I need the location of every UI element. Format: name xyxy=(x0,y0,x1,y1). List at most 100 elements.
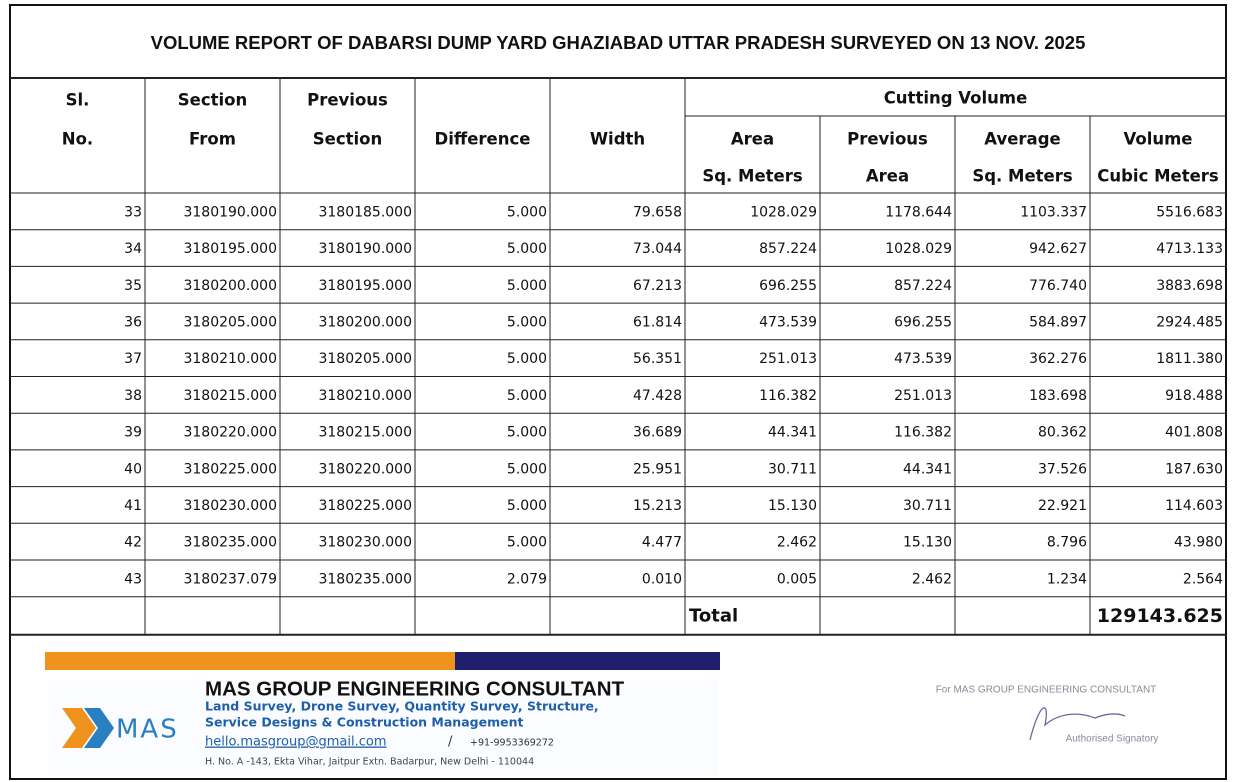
cell: 5.000 xyxy=(507,461,547,477)
cell: 3180205.000 xyxy=(183,314,277,330)
column-header: Average xyxy=(984,130,1060,149)
cell: 43 xyxy=(124,571,142,587)
cell: 8.796 xyxy=(1047,535,1087,551)
signatory: Authorised Signatory xyxy=(1066,734,1159,745)
cell: 857.224 xyxy=(894,278,952,294)
cell: 3180195.000 xyxy=(318,278,412,294)
footer: MAS MAS GROUP ENGINEERING CONSULTANT Lan… xyxy=(45,652,1158,775)
cell: 857.224 xyxy=(759,241,817,257)
cell: 38 xyxy=(124,388,142,404)
cell: 3180190.000 xyxy=(183,204,277,220)
cell: 5.000 xyxy=(507,314,547,330)
cell: 696.255 xyxy=(759,278,817,294)
cell: 47.428 xyxy=(633,388,682,404)
column-header: Cubic Meters xyxy=(1097,167,1219,186)
column-header: Volume xyxy=(1124,130,1193,149)
cell: 362.276 xyxy=(1029,351,1087,367)
services-line: Service Designs & Construction Managemen… xyxy=(205,715,523,730)
cell: 1103.337 xyxy=(1020,204,1087,220)
cell: 73.044 xyxy=(633,241,682,257)
cell: 79.658 xyxy=(633,204,682,220)
cell: 3180210.000 xyxy=(318,388,412,404)
cell: 34 xyxy=(124,241,142,257)
cell: 1028.029 xyxy=(750,204,817,220)
cell: 40 xyxy=(124,461,142,477)
cell: 114.603 xyxy=(1165,498,1223,514)
logo-arrow-blue xyxy=(84,708,114,748)
total-value: 129143.625 xyxy=(1097,605,1223,627)
cell: 3180235.000 xyxy=(318,571,412,587)
email: hello.masgroup@gmail.com xyxy=(205,735,386,750)
cell: 22.921 xyxy=(1038,498,1087,514)
column-header: Sq. Meters xyxy=(972,167,1073,186)
cell: 56.351 xyxy=(633,351,682,367)
cell: 183.698 xyxy=(1029,388,1087,404)
cell: 3180235.000 xyxy=(183,535,277,551)
cell: 3180215.000 xyxy=(318,425,412,441)
cell: 116.382 xyxy=(894,425,952,441)
cell: 1178.644 xyxy=(885,204,952,220)
separator: / xyxy=(448,735,453,750)
cell: 473.539 xyxy=(894,351,952,367)
cell: 35 xyxy=(124,278,142,294)
report-title: VOLUME REPORT OF DABARSI DUMP YARD GHAZI… xyxy=(151,32,1086,53)
cell: 61.814 xyxy=(633,314,682,330)
cell: 3180195.000 xyxy=(183,241,277,257)
cell: 116.382 xyxy=(759,388,817,404)
cell: 251.013 xyxy=(894,388,952,404)
column-header: Area xyxy=(731,130,774,149)
cell: 30.711 xyxy=(768,461,817,477)
cell: 44.341 xyxy=(903,461,952,477)
column-header: No. xyxy=(62,130,93,149)
cell: 5516.683 xyxy=(1156,204,1223,220)
cell: 1028.029 xyxy=(885,241,952,257)
cell: 251.013 xyxy=(759,351,817,367)
cell: 3883.698 xyxy=(1156,278,1223,294)
cell: 942.627 xyxy=(1029,241,1087,257)
cell: 5.000 xyxy=(507,388,547,404)
total-label: Total xyxy=(689,606,738,627)
cell: 44.341 xyxy=(768,425,817,441)
cell: 30.711 xyxy=(903,498,952,514)
services-line: Land Survey, Drone Survey, Quantity Surv… xyxy=(205,699,599,714)
column-header: Difference xyxy=(435,130,531,149)
cell: 3180230.000 xyxy=(183,498,277,514)
cell: 1.234 xyxy=(1047,571,1087,587)
logo-text: MAS xyxy=(116,715,179,745)
cell: 15.130 xyxy=(903,535,952,551)
cell: 3180190.000 xyxy=(318,241,412,257)
cell: 776.740 xyxy=(1029,278,1087,294)
cell: 5.000 xyxy=(507,204,547,220)
cell: 3180210.000 xyxy=(183,351,277,367)
address: H. No. A -143, Ekta Vihar, Jaitpur Extn.… xyxy=(205,757,534,768)
cell: 2.462 xyxy=(912,571,952,587)
cell: 37 xyxy=(124,351,142,367)
cell: 5.000 xyxy=(507,241,547,257)
cell: 42 xyxy=(124,535,142,551)
column-header: From xyxy=(189,130,236,149)
cell: 584.897 xyxy=(1029,314,1087,330)
column-header: Previous xyxy=(847,130,928,149)
cell: 5.000 xyxy=(507,498,547,514)
column-header: Sl. xyxy=(66,91,90,110)
signature-for: For MAS GROUP ENGINEERING CONSULTANT xyxy=(936,685,1157,696)
cell: 5.000 xyxy=(507,425,547,441)
cell: 33 xyxy=(124,204,142,220)
cell: 80.362 xyxy=(1038,425,1087,441)
cell: 41 xyxy=(124,498,142,514)
cell: 37.526 xyxy=(1038,461,1087,477)
column-header: Area xyxy=(866,167,909,186)
cell: 67.213 xyxy=(633,278,682,294)
cell: 2.564 xyxy=(1183,571,1223,587)
cell: 36 xyxy=(124,314,142,330)
navy-bar xyxy=(455,652,720,670)
signature-scribble xyxy=(1029,707,1126,741)
cell: 15.213 xyxy=(633,498,682,514)
cell: 473.539 xyxy=(759,314,817,330)
letterhead-bg xyxy=(48,680,718,775)
cell: 0.005 xyxy=(777,571,817,587)
cell: 2.079 xyxy=(507,571,547,587)
orange-bar xyxy=(45,652,455,670)
logo-arrow-orange xyxy=(62,708,96,748)
